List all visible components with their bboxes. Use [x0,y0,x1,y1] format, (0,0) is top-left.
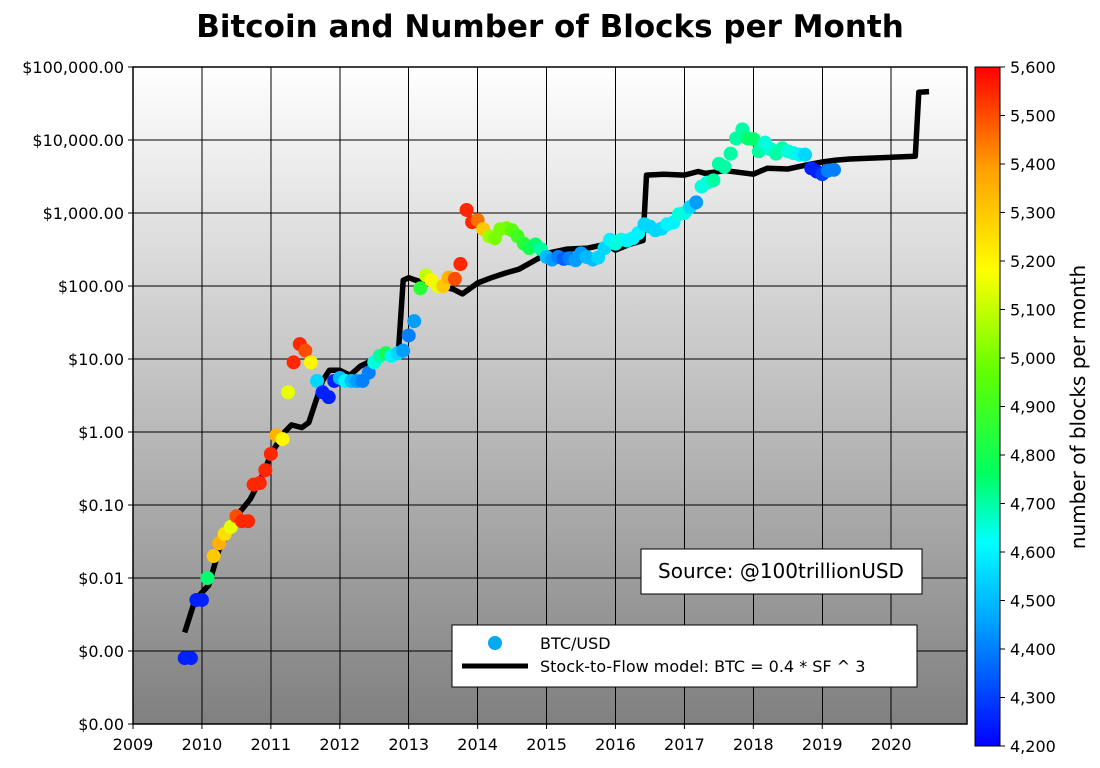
btc-price-point [321,390,336,405]
x-tick-label: 2015 [526,735,567,754]
y-tick-label: $100,000.00 [22,58,124,77]
plot-frame [132,66,968,725]
btc-price-point [183,651,198,666]
x-tick-label: 2010 [182,735,223,754]
y-tick-label: $10.00 [68,350,124,369]
colorbar-label: number of blocks per month [1066,265,1090,549]
btc-price-point [223,519,238,534]
source-annotation: Source: @100trillionUSD [640,548,923,595]
btc-price-point [200,571,215,585]
colorbar-tick-label: 4,300 [1010,689,1056,708]
btc-price-points [177,122,841,666]
btc-price-point [281,385,296,400]
colorbar-gradient [974,66,1001,747]
legend-s2f-label: Stock-to-Flow model: BTC = 0.4 * SF ^ 3 [540,657,865,676]
chart-title: Bitcoin and Number of Blocks per Month [196,9,904,45]
btc-price-point [396,343,411,358]
btc-price-point [447,271,462,286]
colorbar-tick-label: 4,900 [1010,398,1056,417]
btc-price-point [310,373,325,388]
y-tick-label: $1.00 [78,423,124,442]
btc-price-point [407,314,422,329]
btc-price-point [298,343,313,358]
colorbar-tick-label: 5,000 [1010,349,1056,368]
colorbar-tick-label: 4,800 [1010,446,1056,465]
btc-price-point [826,162,841,177]
legend-btc-marker [488,636,502,650]
y-tick-label: $10,000.00 [32,131,124,150]
x-tick-label: 2020 [871,735,912,754]
x-tick-label: 2019 [802,735,843,754]
source-text: Source: @100trillionUSD [658,559,904,583]
colorbar-ticks: 4,200 4,300 4,400 4,500 4,600 4,700 4,800 4,900… [1000,58,1056,756]
btc-price-point [263,446,278,461]
colorbar-tick-label: 5,300 [1010,204,1056,223]
legend: BTC/USD Stock-to-Flow model: BTC = 0.4 *… [451,624,918,688]
colorbar-tick-label: 5,200 [1010,252,1056,271]
btc-price-point [258,463,273,478]
btc-price-point [303,355,318,370]
btc-price-point [723,146,738,161]
btc-price-point [453,257,468,272]
btc-price-point [286,355,301,370]
btc-price-point [241,514,256,529]
btc-price-point [746,132,761,147]
x-tick-label: 2016 [595,735,636,754]
x-axis: 2009 2010 2011 2012 2013 2014 2015 2016 2017 2018… [113,724,912,754]
colorbar-tick-label: 5,500 [1010,107,1056,126]
y-tick-label: $0.01 [78,569,124,588]
x-tick-label: 2017 [664,735,705,754]
btc-price-point [717,159,732,174]
y-axis: $0.00 $0.00 $0.01 $0.10 $1.00 $10.00 $100.00 $1… [22,58,133,734]
y-tick-label: $0.00 [78,715,124,734]
colorbar: 4,200 4,300 4,400 4,500 4,600 4,700 4,800 4,900… [974,58,1090,756]
btc-price-point [361,365,376,380]
colorbar-tick-label: 5,400 [1010,155,1056,174]
btc-price-point [194,592,209,607]
colorbar-tick-label: 4,500 [1010,592,1056,611]
btc-price-point [706,173,721,188]
btc-price-point [252,476,267,491]
btc-price-point [206,549,221,564]
stock-to-flow-line [182,88,930,634]
y-tick-label: $100.00 [58,277,124,296]
colorbar-tick-label: 4,700 [1010,495,1056,514]
colorbar-tick-label: 5,600 [1010,58,1056,77]
btc-price-point [798,147,813,162]
x-tick-label: 2009 [113,735,154,754]
source-box [640,548,923,595]
x-tick-label: 2012 [319,735,360,754]
btc-price-point [401,328,416,343]
x-tick-label: 2013 [388,735,429,754]
btc-price-point [689,195,704,210]
legend-btc-label: BTC/USD [540,634,611,653]
btc-price-point [275,432,290,447]
colorbar-tick-label: 4,200 [1010,737,1056,756]
x-tick-label: 2014 [457,735,498,754]
colorbar-tick-label: 4,400 [1010,640,1056,659]
btc-price-point [413,281,428,296]
stock-to-flow-path [182,88,930,634]
colorbar-tick-label: 4,600 [1010,543,1056,562]
y-tick-label: $1,000.00 [43,204,124,223]
btc-price-point [459,202,474,217]
x-tick-label: 2018 [733,735,774,754]
y-tick-label: $0.10 [78,496,124,515]
colorbar-tick-label: 5,100 [1010,301,1056,320]
y-tick-label: $0.00 [78,642,124,661]
legend-box [451,624,918,688]
x-tick-label: 2011 [250,735,291,754]
